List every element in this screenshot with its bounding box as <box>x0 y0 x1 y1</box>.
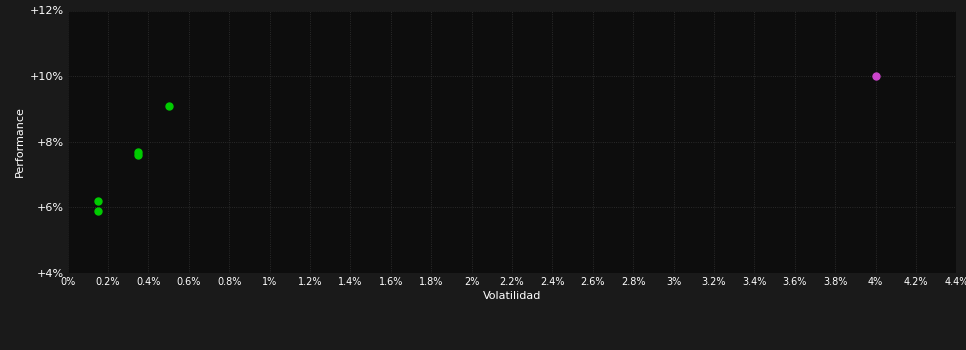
X-axis label: Volatilidad: Volatilidad <box>483 291 541 301</box>
Y-axis label: Performance: Performance <box>15 106 25 177</box>
